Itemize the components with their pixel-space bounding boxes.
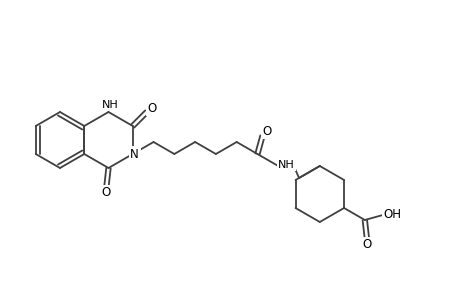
Text: OH: OH — [383, 208, 401, 221]
Text: O: O — [101, 187, 111, 200]
Text: O: O — [262, 124, 271, 137]
Text: O: O — [147, 101, 156, 115]
Text: N: N — [130, 148, 139, 160]
Text: NH: NH — [102, 100, 118, 110]
Text: O: O — [361, 238, 371, 251]
Text: NH: NH — [277, 160, 294, 170]
